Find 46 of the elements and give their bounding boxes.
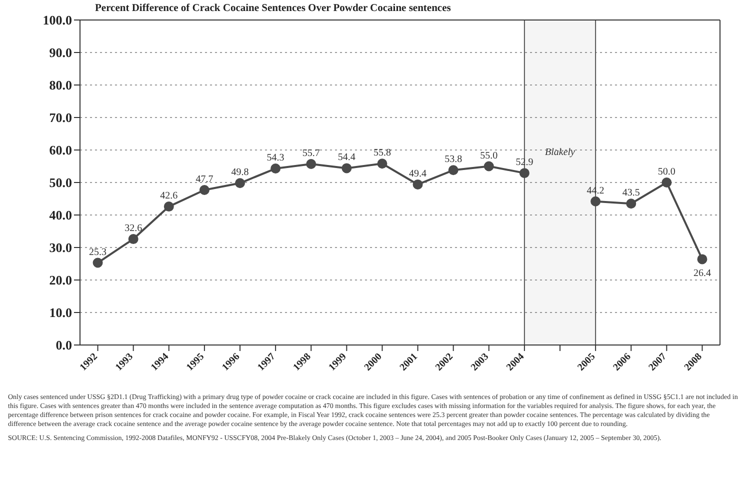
- point: [626, 198, 636, 209]
- point: [235, 178, 245, 188]
- data-label: 54.4: [338, 152, 356, 164]
- data-label: 26.4: [693, 268, 711, 280]
- data-label: 55.7: [302, 148, 320, 159]
- point: [128, 234, 138, 244]
- y-tick-label: 10.0: [49, 305, 72, 320]
- data-label: 43.5: [622, 188, 640, 199]
- band-label: Blakely: [545, 147, 576, 158]
- data-label: 49.4: [409, 168, 427, 180]
- data-label: 32.6: [124, 223, 142, 234]
- point: [199, 184, 210, 195]
- point: [519, 168, 530, 178]
- point: [697, 254, 708, 264]
- point: [377, 158, 388, 169]
- y-tick-label: 50.0: [49, 175, 72, 190]
- data-label: 55.8: [373, 148, 391, 159]
- data-label: 50.0: [658, 166, 676, 178]
- point: [412, 179, 423, 190]
- data-label: 55.0: [480, 150, 498, 162]
- point: [590, 196, 601, 206]
- y-tick-label: 100.0: [42, 12, 72, 28]
- chart-title: Percent Difference of Crack Cocaine Sentences Over Powder Cocaine sentences: [95, 3, 451, 14]
- y-tick-label: 90.0: [49, 45, 72, 60]
- y-tick-label: 40.0: [49, 208, 72, 223]
- point: [662, 178, 672, 188]
- point: [164, 202, 174, 212]
- data-label: 54.3: [266, 152, 284, 164]
- y-tick-label: 70.0: [49, 110, 72, 126]
- y-tick-label: 80.0: [49, 78, 72, 93]
- data-label: 53.8: [444, 154, 462, 166]
- y-tick-label: 30.0: [49, 240, 72, 256]
- y-tick-label: 20.0: [49, 272, 72, 288]
- x-tick-label: 1999: [326, 351, 349, 374]
- data-label: 42.6: [160, 190, 178, 202]
- y-tick-label: 0.0: [56, 338, 72, 353]
- y-tick-label: 60.0: [49, 142, 72, 158]
- point: [306, 158, 316, 169]
- data-label: 49.8: [231, 167, 249, 178]
- data-label: 47.7: [196, 174, 214, 185]
- data-label: 25.3: [89, 246, 107, 258]
- point: [270, 164, 281, 174]
- point: [342, 163, 352, 174]
- point: [448, 165, 458, 176]
- point: [92, 258, 103, 268]
- point: [484, 161, 494, 172]
